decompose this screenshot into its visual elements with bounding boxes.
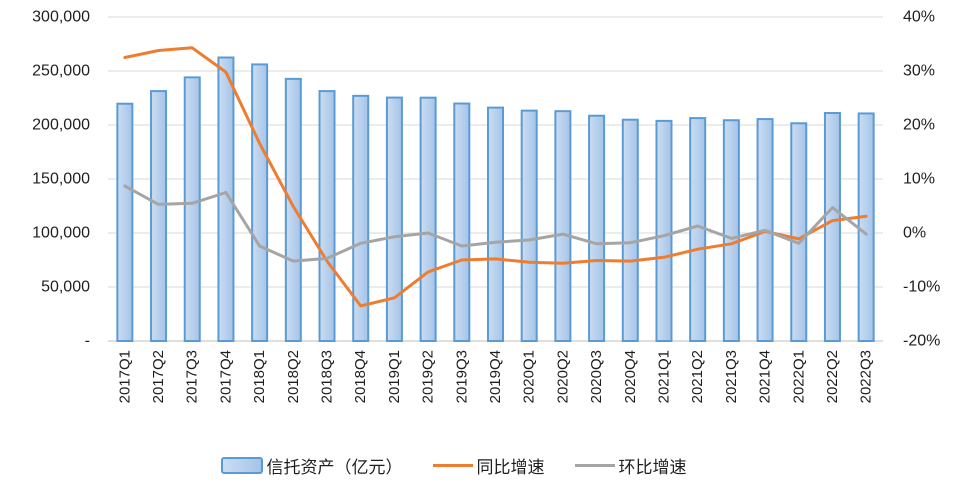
legend-item-qoq-growth: 环比增速 [574, 453, 687, 478]
x-axis-category-label: 2017Q2 [150, 350, 167, 403]
x-axis-category-label: 2017Q1 [116, 350, 133, 403]
trust-assets-bar [385, 96, 403, 343]
trust-assets-bar [823, 112, 841, 343]
trust-assets-bar [251, 63, 269, 343]
qoq-growth-line [123, 184, 868, 263]
trust-assets-bar [487, 106, 504, 342]
legend-label-trust-assets: 信托资产（亿元） [266, 458, 403, 477]
x-axis-category-label: 2018Q2 [285, 350, 302, 403]
qoq-line-swatch-icon [574, 464, 615, 467]
left-axis-tick-labels: 300,000 250,000 200,000 150,000 100,000 50,00… [32, 9, 90, 350]
right-axis-tick-label: 10% [903, 171, 935, 188]
right-axis-tick-label: 30% [903, 63, 935, 80]
right-axis-tick-label: 20% [903, 117, 935, 134]
x-axis-category-label: 2018Q1 [251, 350, 268, 403]
trust-assets-bar [621, 118, 639, 343]
right-axis-tick-label: 0% [903, 225, 926, 242]
trust-assets-bar-series [116, 56, 875, 343]
trust-assets-bar [790, 122, 808, 342]
trust-assets-bar [520, 109, 538, 342]
x-axis-category-label: 2021Q3 [723, 350, 740, 403]
legend-label-qoq-growth: 环比增速 [618, 458, 687, 477]
x-axis-category-label: 2021Q4 [757, 350, 774, 403]
legend-label-yoy-growth: 同比增速 [476, 458, 545, 477]
x-axis-category-label: 2021Q2 [689, 350, 706, 403]
legend-item-yoy-growth: 同比增速 [432, 453, 545, 478]
left-axis-tick-label: 300,000 [32, 9, 90, 26]
x-axis-category-label: 2018Q4 [352, 350, 369, 403]
x-axis-category-label: 2022Q2 [824, 350, 841, 403]
x-axis-category-label: 2022Q1 [790, 350, 807, 403]
trust-assets-bar [722, 119, 740, 342]
trust-assets-bar [857, 112, 875, 342]
left-axis-tick-label: 50,000 [41, 279, 90, 296]
right-axis-tick-label: -20% [903, 333, 940, 350]
trust-assets-bar [689, 117, 707, 342]
x-axis-category-label: 2020Q1 [521, 350, 538, 403]
trust-assets-bar [419, 96, 437, 343]
combo-chart: 300,000 250,000 200,000 150,000 100,000 50,00… [32, 9, 940, 404]
x-axis-category-labels: 2017Q1 2017Q2 2017Q3 2017Q4 2018Q1 2018Q2 2018… [116, 350, 874, 403]
x-axis-category-label: 2022Q3 [858, 350, 875, 403]
left-axis-tick-label: 200,000 [32, 117, 90, 134]
yoy-growth-line [123, 46, 868, 308]
x-axis-category-label: 2020Q4 [622, 350, 639, 403]
trust-assets-bar [150, 90, 168, 342]
trust-assets-bar [284, 77, 302, 342]
left-axis-tick-label: 250,000 [32, 63, 90, 80]
bar-swatch-icon [220, 457, 263, 474]
x-axis-category-label: 2019Q4 [487, 350, 504, 403]
trust-assets-bar [183, 76, 201, 342]
trust-assets-bar [352, 94, 370, 342]
trust-assets-bar [588, 114, 606, 342]
x-axis-category-label: 2019Q1 [386, 350, 403, 403]
trust-assets-bar [217, 56, 235, 342]
x-axis-category-label: 2019Q3 [453, 350, 470, 403]
legend: 信托资产（亿元） 同比增速 环比增速 [0, 453, 932, 478]
left-axis-tick-label: 150,000 [32, 171, 90, 188]
growth-line-series [123, 46, 868, 308]
left-axis-tick-label: - [85, 333, 90, 350]
right-axis-tick-label: 40% [903, 9, 935, 26]
x-axis-category-label: 2018Q3 [319, 350, 336, 403]
legend-item-trust-assets: 信托资产（亿元） [220, 453, 403, 478]
left-axis-tick-label: 100,000 [32, 225, 90, 242]
x-axis-category-label: 2020Q2 [554, 350, 571, 403]
right-axis-tick-labels: 40% 30% 20% 10% 0% -10% -20% [903, 9, 940, 350]
yoy-line-swatch-icon [432, 464, 473, 467]
x-axis-category-label: 2021Q1 [655, 350, 672, 403]
right-axis-tick-label: -10% [903, 279, 940, 296]
trust-assets-bar [554, 110, 572, 343]
x-axis-category-label: 2019Q2 [420, 350, 437, 403]
x-axis-category-label: 2017Q4 [217, 350, 234, 403]
trust-assets-bar [318, 90, 336, 342]
trust-assets-bar [453, 102, 471, 343]
x-axis-category-label: 2017Q3 [184, 350, 201, 403]
x-axis-category-label: 2020Q3 [588, 350, 605, 403]
trust-assets-bar [655, 119, 673, 342]
trust-assets-bar [116, 102, 134, 342]
